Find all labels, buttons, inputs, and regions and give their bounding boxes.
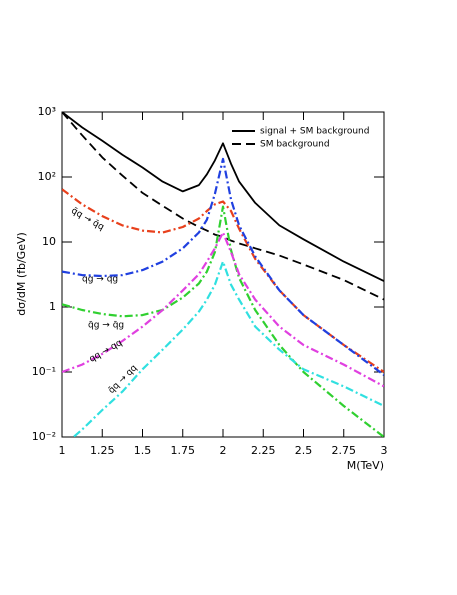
x-tick-label: 2.25 (251, 444, 276, 457)
curve-annotation: q̄q → q̄q (69, 206, 105, 233)
x-tick-label: 2.75 (332, 444, 357, 457)
y-tick-label: 10³ (38, 105, 56, 118)
series-line (62, 112, 384, 282)
y-tick-label: 10⁻² (32, 430, 56, 443)
y-tick-label: 10 (42, 235, 56, 248)
plot-area (62, 112, 384, 437)
x-tick-label: 1 (59, 444, 66, 457)
x-tick-label: 2.5 (295, 444, 313, 457)
legend-label: SM background (260, 140, 330, 150)
series-line (62, 205, 384, 437)
x-tick-label: 1.75 (171, 444, 196, 457)
curve-annotation: qq → qq (88, 338, 124, 365)
x-tick-label: 3 (381, 444, 388, 457)
curve-annotation: q̄g → q̄g (88, 321, 124, 331)
x-tick-label: 1.25 (90, 444, 115, 457)
series-line (62, 157, 384, 376)
series-line (71, 260, 384, 437)
y-tick-label: 1 (49, 300, 56, 313)
x-axis-label: M(TeV) (347, 459, 384, 472)
x-tick-label: 1.5 (134, 444, 152, 457)
y-tick-label: 10⁻¹ (32, 365, 56, 378)
series-line (62, 231, 384, 388)
curve-annotation: qg → qg (82, 275, 118, 285)
x-tick-label: 2 (220, 444, 227, 457)
y-tick-label: 10² (38, 170, 56, 183)
y-axis-label: dσ/dM (fb/GeV) (15, 232, 28, 316)
series-line (62, 112, 384, 301)
legend-label: signal + SM background (260, 127, 369, 137)
